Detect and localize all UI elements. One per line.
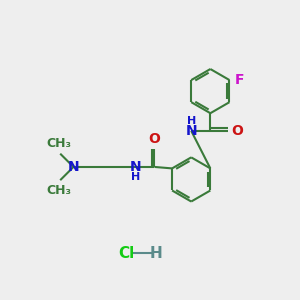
- Text: Cl: Cl: [118, 246, 135, 261]
- Text: CH₃: CH₃: [46, 184, 71, 197]
- Text: O: O: [148, 132, 160, 146]
- Text: F: F: [235, 73, 244, 87]
- Text: H: H: [131, 172, 140, 182]
- Text: O: O: [231, 124, 243, 138]
- Text: CH₃: CH₃: [46, 137, 71, 150]
- Text: N: N: [185, 124, 197, 138]
- Text: H: H: [149, 246, 162, 261]
- Text: N: N: [68, 160, 79, 174]
- Text: H: H: [187, 116, 196, 126]
- Text: N: N: [130, 160, 141, 174]
